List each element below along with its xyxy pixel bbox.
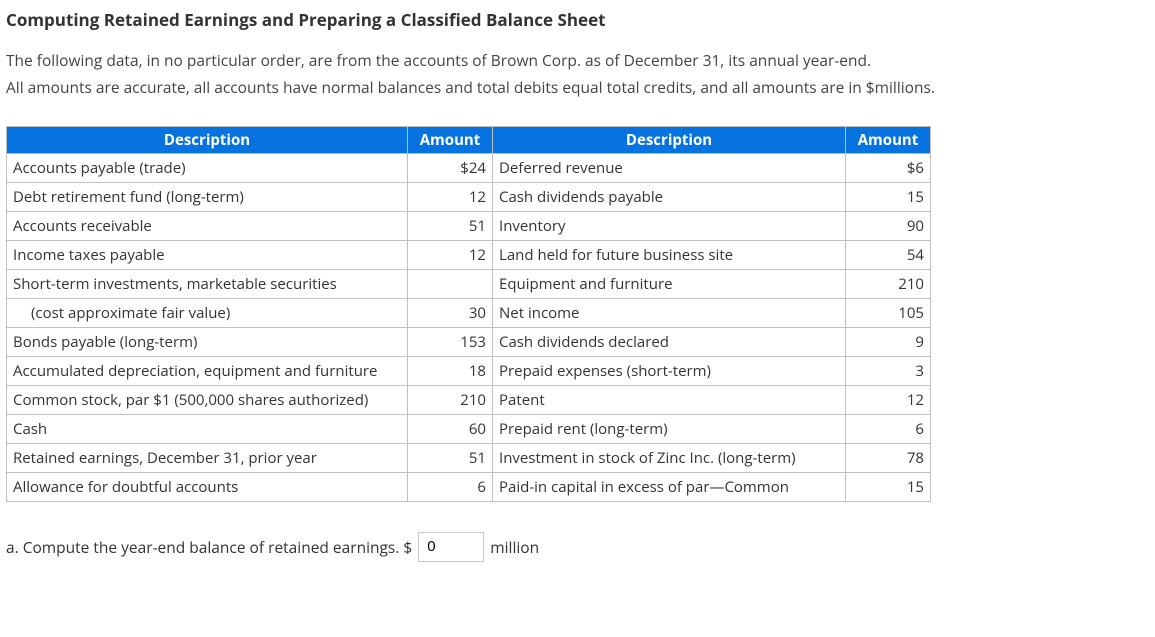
retained-earnings-input[interactable] (418, 532, 484, 562)
cell-desc-left: Short-term investments, marketable secur… (7, 269, 408, 298)
cell-desc-right: Inventory (493, 211, 846, 240)
cell-desc-left: Accumulated depreciation, equipment and … (7, 356, 408, 385)
table-row: Accumulated depreciation, equipment and … (7, 356, 931, 385)
cell-desc-left: Allowance for doubtful accounts (7, 472, 408, 501)
cell-amt-left: 30 (408, 298, 493, 327)
table-row: Allowance for doubtful accounts6Paid-in … (7, 472, 931, 501)
table-row: Short-term investments, marketable secur… (7, 269, 931, 298)
cell-amt-right: 15 (846, 182, 931, 211)
cell-amt-right: $6 (846, 153, 931, 182)
table-row: Debt retirement fund (long-term)12Cash d… (7, 182, 931, 211)
cell-amt-right: 105 (846, 298, 931, 327)
cell-desc-right: Paid-in capital in excess of par—Common (493, 472, 846, 501)
cell-desc-left: Income taxes payable (7, 240, 408, 269)
table-row: Bonds payable (long-term)153Cash dividen… (7, 327, 931, 356)
cell-desc-right: Patent (493, 385, 846, 414)
cell-desc-right: Cash dividends payable (493, 182, 846, 211)
cell-amt-right: 54 (846, 240, 931, 269)
question-a: a. Compute the year-end balance of retai… (6, 532, 1149, 562)
cell-amt-left: 12 (408, 240, 493, 269)
col-header-desc2: Description (493, 126, 846, 153)
cell-desc-left: Bonds payable (long-term) (7, 327, 408, 356)
cell-amt-left: $24 (408, 153, 493, 182)
table-row: (cost approximate fair value)30Net incom… (7, 298, 931, 327)
cell-amt-left: 51 (408, 443, 493, 472)
col-header-amt2: Amount (846, 126, 931, 153)
cell-desc-left: Retained earnings, December 31, prior ye… (7, 443, 408, 472)
accounts-table: Description Amount Description Amount Ac… (6, 126, 931, 502)
cell-amt-left: 6 (408, 472, 493, 501)
cell-desc-right: Prepaid rent (long-term) (493, 414, 846, 443)
intro-line-2: All amounts are accurate, all accounts h… (6, 76, 1149, 99)
table-row: Accounts payable (trade)$24Deferred reve… (7, 153, 931, 182)
cell-desc-left: Debt retirement fund (long-term) (7, 182, 408, 211)
table-row: Income taxes payable12Land held for futu… (7, 240, 931, 269)
cell-amt-right: 3 (846, 356, 931, 385)
cell-amt-left: 18 (408, 356, 493, 385)
cell-amt-right: 12 (846, 385, 931, 414)
intro-line-1: The following data, in no particular ord… (6, 49, 1149, 72)
intro-block: The following data, in no particular ord… (6, 49, 1149, 100)
table-row: Retained earnings, December 31, prior ye… (7, 443, 931, 472)
question-suffix: million (490, 536, 539, 558)
cell-amt-right: 78 (846, 443, 931, 472)
cell-amt-left: 60 (408, 414, 493, 443)
table-row: Accounts receivable51Inventory90 (7, 211, 931, 240)
cell-amt-left: 12 (408, 182, 493, 211)
cell-desc-right: Prepaid expenses (short-term) (493, 356, 846, 385)
table-row: Common stock, par $1 (500,000 shares aut… (7, 385, 931, 414)
cell-desc-left: Cash (7, 414, 408, 443)
cell-desc-left: Accounts payable (trade) (7, 153, 408, 182)
cell-amt-right: 15 (846, 472, 931, 501)
cell-amt-left: 51 (408, 211, 493, 240)
cell-amt-left: 153 (408, 327, 493, 356)
cell-desc-right: Land held for future business site (493, 240, 846, 269)
table-row: Cash60Prepaid rent (long-term)6 (7, 414, 931, 443)
cell-desc-right: Investment in stock of Zinc Inc. (long-t… (493, 443, 846, 472)
cell-desc-right: Net income (493, 298, 846, 327)
cell-desc-left: Accounts receivable (7, 211, 408, 240)
cell-desc-left: Common stock, par $1 (500,000 shares aut… (7, 385, 408, 414)
col-header-desc1: Description (7, 126, 408, 153)
cell-desc-right: Cash dividends declared (493, 327, 846, 356)
question-prefix: a. Compute the year-end balance of retai… (6, 536, 412, 558)
cell-amt-right: 210 (846, 269, 931, 298)
table-header-row: Description Amount Description Amount (7, 126, 931, 153)
cell-amt-left: 210 (408, 385, 493, 414)
page-title: Computing Retained Earnings and Preparin… (6, 8, 1149, 31)
cell-amt-right: 9 (846, 327, 931, 356)
cell-amt-right: 90 (846, 211, 931, 240)
cell-desc-right: Equipment and furniture (493, 269, 846, 298)
cell-desc-right: Deferred revenue (493, 153, 846, 182)
cell-amt-right: 6 (846, 414, 931, 443)
cell-amt-left (408, 269, 493, 298)
cell-desc-left: (cost approximate fair value) (7, 298, 408, 327)
col-header-amt1: Amount (408, 126, 493, 153)
